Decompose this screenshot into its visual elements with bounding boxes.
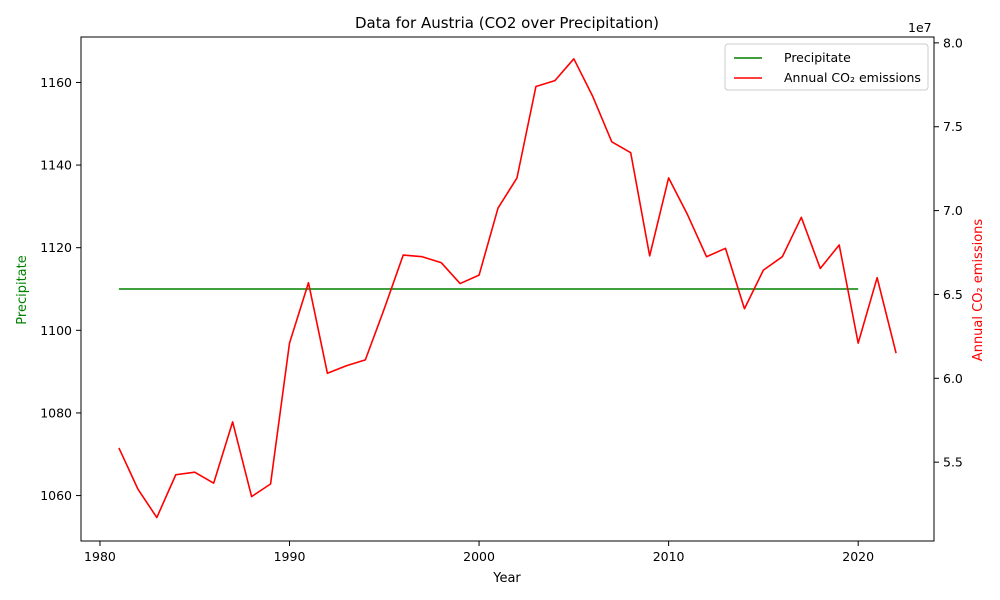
y-left-tick-label: 1140	[40, 158, 72, 173]
series-group	[118, 57, 897, 519]
y-left-tick-label: 1080	[40, 405, 72, 420]
y-left-tick-label: 1120	[40, 240, 72, 255]
legend-label-precipitate: Precipitate	[784, 50, 851, 65]
x-tick-label: 2020	[842, 549, 874, 564]
y-left-tick-label: 1060	[40, 488, 72, 503]
y-right-tick-label: 8.0	[943, 35, 963, 50]
y-axis-right-multiplier: 1e7	[908, 20, 932, 35]
y-axis-right: 5.5 6.0 6.5 7.0 7.5 8.0	[934, 35, 963, 470]
x-tick-label: 1990	[274, 549, 306, 564]
y-axis-right-title: Annual CO₂ emissions	[971, 219, 986, 362]
y-right-tick-label: 7.5	[943, 119, 963, 134]
series-line-co2-emissions	[118, 57, 897, 519]
y-right-tick-label: 6.0	[943, 371, 963, 386]
plot-frame	[80, 36, 935, 542]
y-left-tick-label: 1100	[40, 323, 72, 338]
x-tick-label: 2000	[463, 549, 495, 564]
y-right-tick-label: 6.5	[943, 287, 963, 302]
legend: Precipitate Annual CO₂ emissions	[724, 43, 929, 91]
y-right-tick-label: 7.0	[943, 203, 963, 218]
x-tick-label: 2010	[653, 549, 685, 564]
chart-title: Data for Austria (CO2 over Precipitation…	[355, 14, 659, 32]
y-axis-left-title: Precipitate	[15, 255, 30, 324]
x-tick-label: 1980	[84, 549, 116, 564]
y-left-tick-label: 1160	[40, 75, 72, 90]
y-right-tick-label: 5.5	[943, 455, 963, 470]
x-axis: 1980 1990 2000 2010 2020	[84, 541, 874, 564]
y-axis-left: 1060 1080 1100 1120 1140 1160	[40, 75, 81, 503]
legend-label-co2: Annual CO₂ emissions	[784, 70, 921, 85]
x-axis-title: Year	[492, 571, 521, 586]
legend-box	[724, 43, 929, 91]
